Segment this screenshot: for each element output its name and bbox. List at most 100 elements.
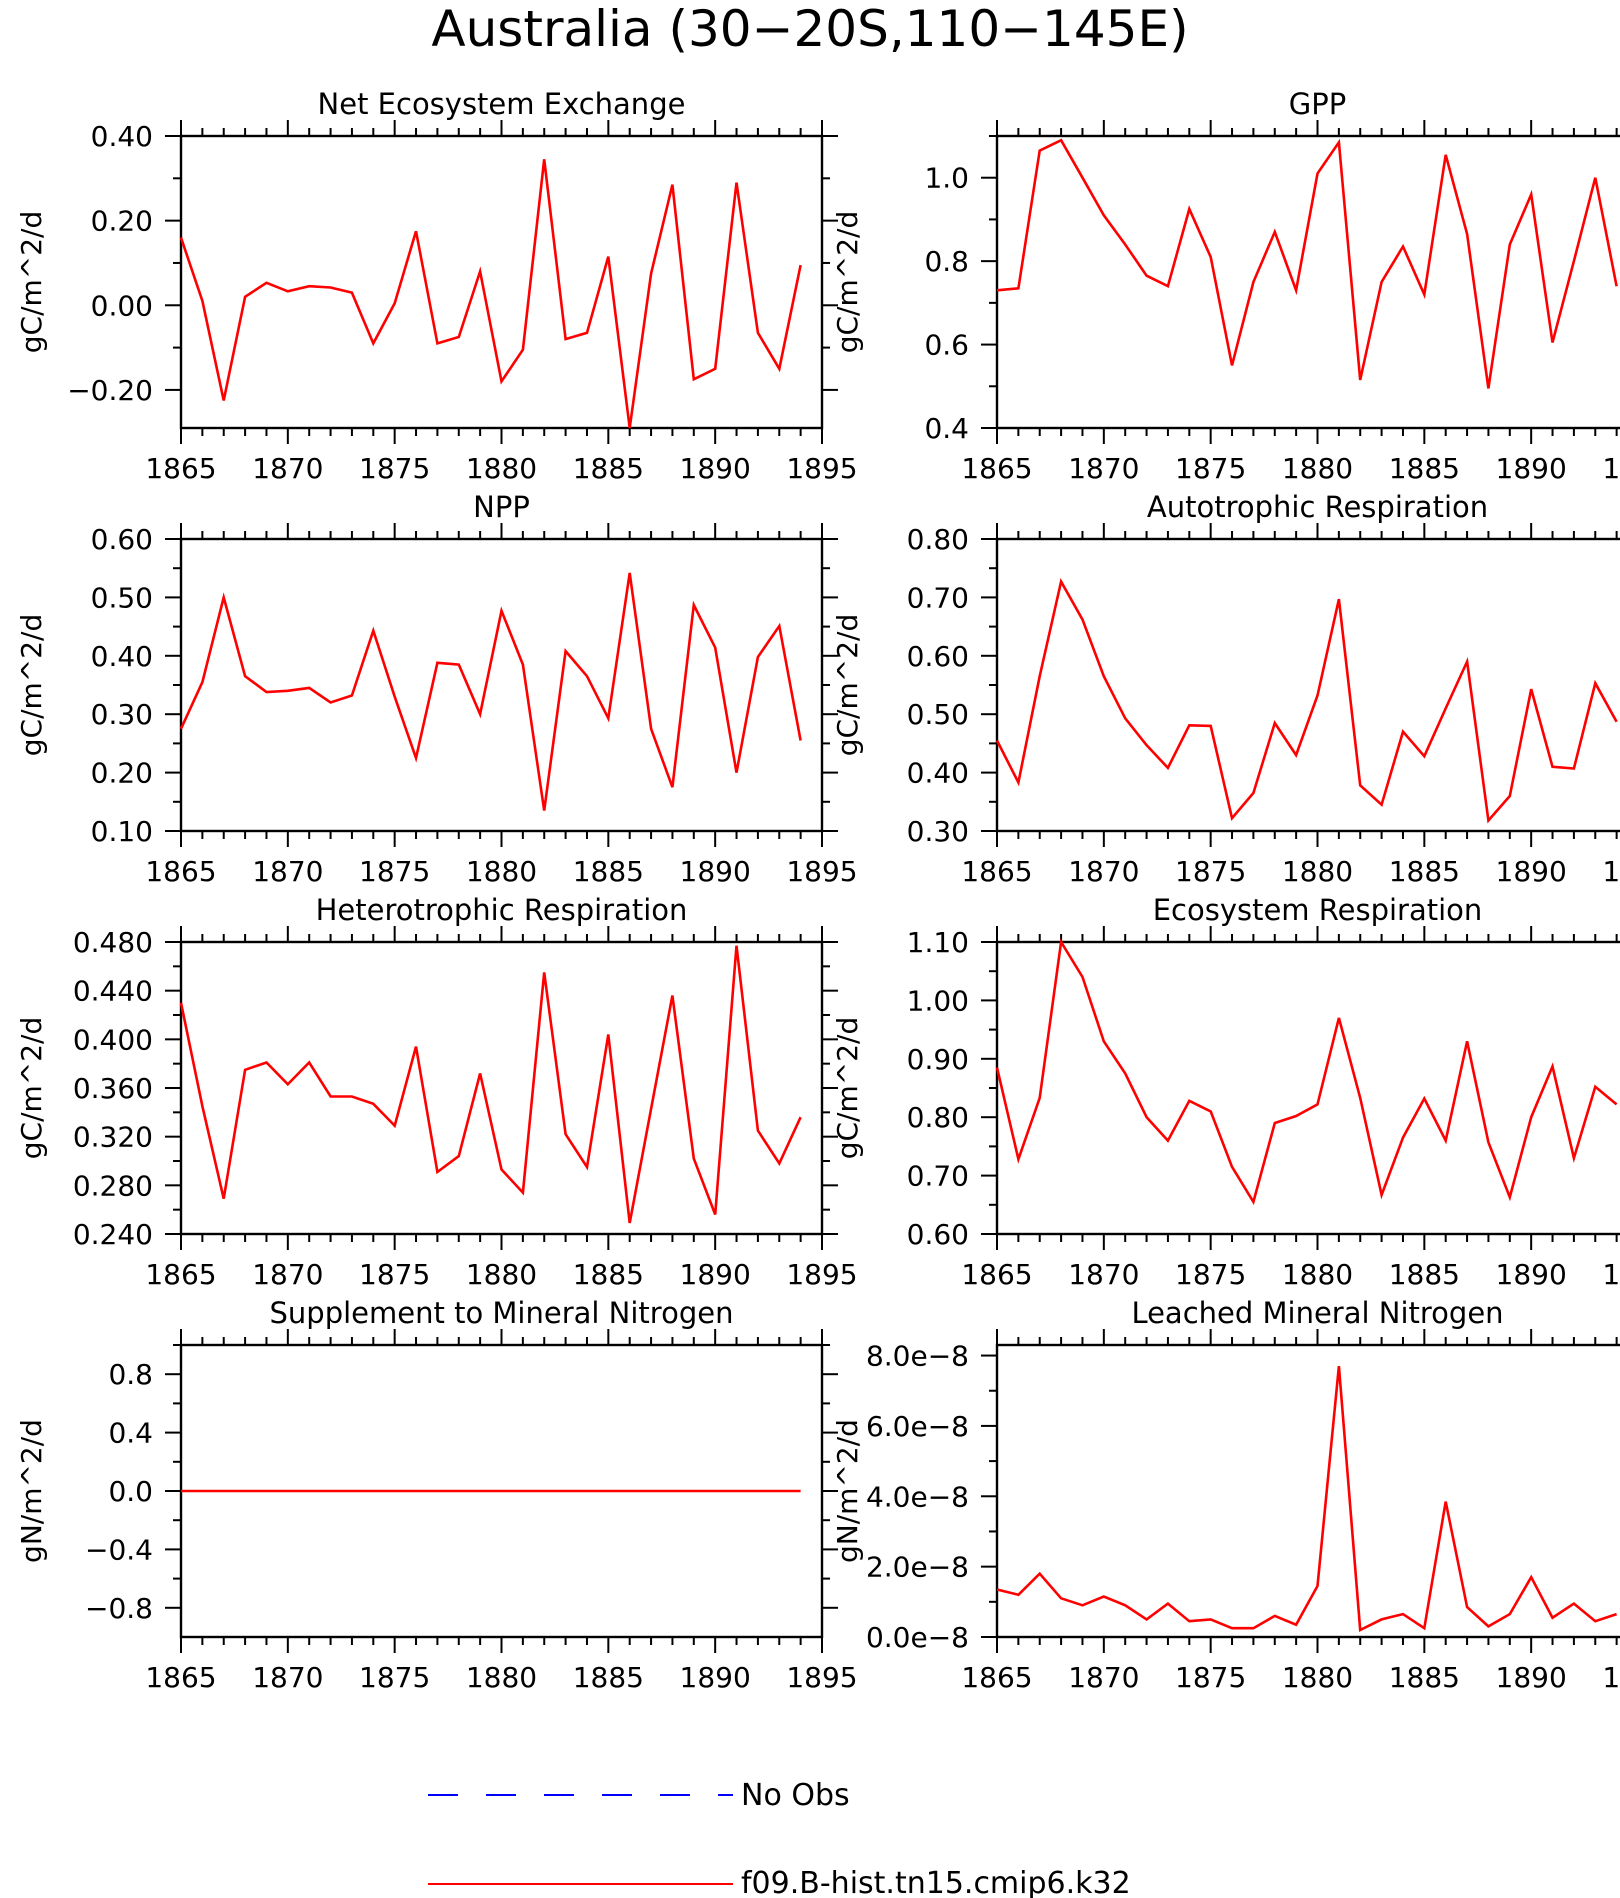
x-tick-label: 1865 bbox=[145, 1661, 216, 1694]
y-tick-label: 0.80 bbox=[907, 1101, 969, 1134]
x-tick-label: 1885 bbox=[1389, 452, 1460, 485]
panel-title: Heterotrophic Respiration bbox=[316, 893, 688, 927]
y-tick-label: 0.0e−8 bbox=[866, 1621, 969, 1654]
y-tick-label: 0.10 bbox=[91, 815, 153, 848]
y-tick-label: 0.80 bbox=[907, 523, 969, 556]
panel-title: Autotrophic Respiration bbox=[1147, 490, 1488, 524]
y-tick-label: 0.4 bbox=[924, 412, 969, 445]
x-tick-label: 1880 bbox=[1282, 855, 1353, 888]
x-tick-label: 1895 bbox=[786, 855, 857, 888]
x-tick-label: 1875 bbox=[359, 855, 430, 888]
y-tick-label: 0.20 bbox=[91, 757, 153, 790]
x-tick-label: 1875 bbox=[359, 1258, 430, 1291]
x-tick-label: 1865 bbox=[961, 452, 1032, 485]
panel-title: Net Ecosystem Exchange bbox=[318, 87, 686, 121]
series-line bbox=[995, 578, 1618, 824]
x-tick-label: 1890 bbox=[1496, 855, 1567, 888]
legend-label-model: f09.B-hist.tn15.cmip6.k32 bbox=[741, 1866, 1131, 1898]
y-axis-label: gC/m^2/d bbox=[831, 211, 864, 354]
y-tick-label: 0.50 bbox=[91, 581, 153, 614]
y-tick-label: 0.8 bbox=[108, 1358, 153, 1391]
y-axis-label: gC/m^2/d bbox=[831, 1017, 864, 1160]
x-tick-label: 1880 bbox=[466, 1661, 537, 1694]
x-tick-label: 1890 bbox=[1496, 1661, 1567, 1694]
y-axis-label: gC/m^2/d bbox=[831, 614, 864, 757]
chart-panel: 1865 1870 1875 1880 1885 1890 1895 1.0 0.8 0.6 0.4… bbox=[831, 87, 1620, 485]
y-tick-label: 0.320 bbox=[73, 1121, 153, 1154]
y-tick-label: 1.10 bbox=[907, 926, 969, 959]
y-tick-label: 0.440 bbox=[73, 975, 153, 1008]
series-line bbox=[996, 138, 1618, 389]
y-tick-label: 0.8 bbox=[924, 245, 969, 278]
y-tick-label: 0.70 bbox=[907, 581, 969, 614]
legend: No Obs f09.B-hist.tn15.cmip6.k32 bbox=[428, 1778, 1131, 1898]
x-tick-label: 1870 bbox=[252, 452, 323, 485]
y-axis-label: gC/m^2/d bbox=[15, 211, 48, 354]
x-tick-label: 1865 bbox=[145, 1258, 216, 1291]
x-tick-label: 1875 bbox=[1175, 1258, 1246, 1291]
y-tick-label: 0.60 bbox=[907, 1218, 969, 1251]
series-line bbox=[179, 159, 802, 429]
y-axis-label: gN/m^2/d bbox=[15, 1419, 48, 1563]
y-tick-label: 0.60 bbox=[91, 523, 153, 556]
x-tick-label: 1880 bbox=[1282, 1661, 1353, 1694]
panel-title: Ecosystem Respiration bbox=[1153, 893, 1483, 927]
y-tick-label: 2.0e−8 bbox=[866, 1551, 969, 1584]
chart-panel: 1865 1870 1875 1880 1885 1890 1895 0.480 0.440 0.… bbox=[15, 893, 858, 1291]
x-tick-label: 1895 bbox=[1602, 1258, 1620, 1291]
legend-label-no-obs: No Obs bbox=[741, 1778, 850, 1813]
x-tick-label: 1895 bbox=[1602, 1661, 1620, 1694]
x-tick-label: 1865 bbox=[961, 1661, 1032, 1694]
x-tick-label: 1895 bbox=[1602, 855, 1620, 888]
x-tick-label: 1880 bbox=[466, 452, 537, 485]
chart-panel: 1865 1870 1875 1880 1885 1890 1895 1.10 1.00 0.90… bbox=[831, 893, 1620, 1291]
y-tick-label: 0.40 bbox=[91, 120, 153, 153]
chart-panel: 1865 1870 1875 1880 1885 1890 1895 0.40 0.20 0.00… bbox=[15, 87, 858, 485]
x-tick-label: 1875 bbox=[1175, 1661, 1246, 1694]
y-tick-label: 0.30 bbox=[91, 698, 153, 731]
x-tick-label: 1885 bbox=[573, 855, 644, 888]
x-tick-label: 1890 bbox=[1496, 1258, 1567, 1291]
y-tick-label: 0.70 bbox=[907, 1160, 969, 1193]
y-tick-label: 0.6 bbox=[924, 329, 969, 362]
figure-title: Australia (30−20S,110−145E) bbox=[431, 0, 1188, 58]
y-tick-label: 0.20 bbox=[91, 205, 153, 238]
series-line bbox=[179, 945, 802, 1224]
y-tick-label: −0.8 bbox=[85, 1592, 153, 1625]
chart-panel: 1865 1870 1875 1880 1885 1890 1895 0.80 0.70 0.60… bbox=[831, 490, 1620, 888]
x-tick-label: 1880 bbox=[466, 855, 537, 888]
series-line bbox=[179, 572, 802, 811]
x-tick-label: 1865 bbox=[145, 452, 216, 485]
y-tick-label: 4.0e−8 bbox=[866, 1480, 969, 1513]
y-tick-label: 0.00 bbox=[91, 289, 153, 322]
x-tick-label: 1885 bbox=[573, 1661, 644, 1694]
series-line bbox=[995, 938, 1618, 1206]
x-tick-label: 1875 bbox=[359, 1661, 430, 1694]
x-tick-label: 1885 bbox=[1389, 855, 1460, 888]
y-tick-label: 8.0e−8 bbox=[866, 1340, 969, 1373]
x-tick-label: 1875 bbox=[359, 452, 430, 485]
x-tick-label: 1890 bbox=[680, 452, 751, 485]
chart-panel: 1865 1870 1875 1880 1885 1890 1895 0.8 0.4 0.0 −0.… bbox=[15, 1296, 858, 1694]
chart-panel: 1865 1870 1875 1880 1885 1890 1895 0.60 0.50 0.40… bbox=[15, 490, 858, 888]
x-tick-label: 1880 bbox=[466, 1258, 537, 1291]
x-tick-label: 1870 bbox=[1068, 1258, 1139, 1291]
x-tick-label: 1895 bbox=[1602, 452, 1620, 485]
x-tick-label: 1865 bbox=[961, 855, 1032, 888]
x-tick-label: 1870 bbox=[1068, 1661, 1139, 1694]
y-tick-label: 6.0e−8 bbox=[866, 1410, 969, 1443]
panel-title: GPP bbox=[1289, 87, 1346, 121]
y-tick-label: 0.280 bbox=[73, 1169, 153, 1202]
y-tick-label: 0.4 bbox=[108, 1417, 153, 1450]
x-tick-label: 1890 bbox=[680, 855, 751, 888]
y-tick-label: 1.00 bbox=[907, 984, 969, 1017]
y-tick-label: 0.0 bbox=[108, 1475, 153, 1508]
y-tick-label: −0.20 bbox=[67, 374, 153, 407]
x-tick-label: 1875 bbox=[1175, 452, 1246, 485]
y-tick-label: 0.90 bbox=[907, 1043, 969, 1076]
series-line bbox=[996, 1365, 1618, 1633]
y-axis-label: gC/m^2/d bbox=[15, 1017, 48, 1160]
y-tick-label: 0.400 bbox=[73, 1023, 153, 1056]
